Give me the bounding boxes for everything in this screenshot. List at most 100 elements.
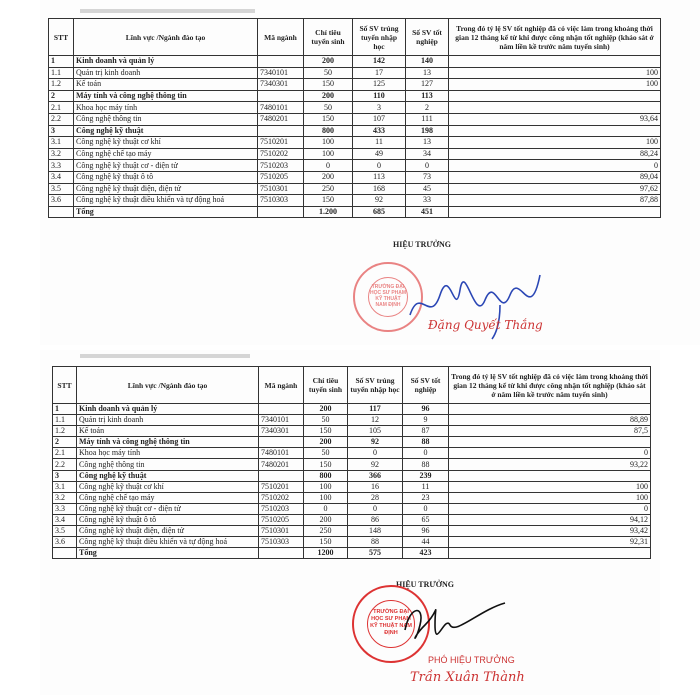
cell-graduated: 127 [405, 78, 449, 91]
cell-admitted: 110 [352, 89, 406, 103]
table-row: 2.1 Khoa học máy tính 7480101 50 3 2 [48, 101, 661, 114]
handwritten-signature-2 [404, 602, 506, 639]
cell-stt: 3.6 [48, 194, 74, 207]
table-row: 3.1 Công nghệ kỹ thuật cơ khí 7510201 100 11… [48, 136, 661, 149]
faded-section-heading [80, 354, 250, 358]
cell-admitted: 16 [347, 480, 403, 493]
cell-admitted: 0 [347, 447, 403, 460]
cell-stt: 1 [52, 402, 77, 416]
cell-graduated: 87 [402, 425, 449, 438]
table-row: 2.2 Công nghệ thông tin 7480201 150 107 111 93… [48, 112, 661, 126]
cell-quota: 0 [303, 159, 353, 172]
cell-code [258, 436, 304, 449]
cell-name: Quản trị kinh doanh [76, 414, 259, 427]
cell-graduated: 96 [402, 525, 449, 538]
cell-stt [48, 205, 74, 219]
cell-name: Kinh doanh và quản lý [76, 402, 259, 416]
cell-rate: 87,5 [448, 425, 651, 438]
cell-rate [448, 124, 661, 138]
cell-quota: 50 [303, 414, 348, 427]
enrollment-table-1: STT Lĩnh vực /Ngành đào tạo Mã ngành Chỉ ti… [48, 18, 661, 219]
cell-rate [448, 205, 661, 219]
cell-rate: 97,62 [448, 182, 661, 196]
column-header: Lĩnh vực /Ngành đào tạo [76, 366, 259, 404]
cell-admitted: 685 [352, 205, 406, 219]
cell-quota: 100 [303, 491, 348, 504]
column-header: Chỉ tiêu tuyển sinh [303, 366, 348, 404]
table-row: 3.4 Công nghệ kỹ thuật ô tô 7510205 200 86 65… [52, 513, 651, 527]
cell-graduated: 239 [402, 469, 449, 482]
cell-admitted: 142 [352, 55, 406, 68]
cell-code: 7480101 [258, 447, 304, 460]
table-row: 3.4 Công nghệ kỹ thuật ô tô 7510205 200 113 7… [48, 170, 661, 184]
table-row: 3.6 Công nghệ kỹ thuật điều khiển và tự đ… [48, 194, 661, 207]
header-row: STT Lĩnh vực /Ngành đào tạo Mã ngành Chỉ ti… [48, 18, 661, 56]
cell-quota: 100 [303, 147, 353, 161]
cell-graduated: 33 [405, 194, 449, 207]
cell-rate [448, 436, 651, 449]
cell-graduated: 0 [402, 502, 449, 515]
cell-stt: 2 [52, 436, 77, 449]
cell-code [257, 55, 304, 68]
cell-code: 7510202 [258, 491, 304, 504]
cell-rate: 94,12 [448, 513, 651, 527]
cell-admitted: 12 [347, 414, 403, 427]
cell-graduated: 23 [402, 491, 449, 504]
column-header: Trong đó tỷ lệ SV tốt nghiệp đã có việc … [448, 18, 661, 56]
cell-code: 7480201 [258, 458, 304, 471]
table-row: 3.5 Công nghệ kỹ thuật điện, điện tử 75103… [52, 525, 651, 538]
cell-code [258, 402, 304, 416]
school-stamp-1: TRƯỜNG ĐẠI HỌC SƯ PHẠM KỸ THUẬT NAM ĐỊNH [353, 262, 423, 332]
cell-stt: 3.6 [52, 536, 77, 549]
table-row: 1.1 Quản trị kinh doanh 7340101 50 17 13 100 [48, 66, 661, 80]
cell-quota: 200 [303, 170, 353, 184]
cell-quota: 250 [303, 525, 348, 538]
column-header: Trong đó tỷ lệ SV tốt nghiệp đã có việc … [448, 366, 651, 404]
cell-quota: 150 [303, 458, 348, 471]
cell-quota: 150 [303, 194, 353, 207]
cell-admitted: 168 [352, 182, 406, 196]
cell-stt: 1.2 [52, 425, 77, 438]
cell-graduated: 198 [405, 124, 449, 138]
signer-role-2: PHÓ HIỆU TRƯỞNG [428, 655, 515, 665]
cell-admitted: 28 [347, 491, 403, 504]
cell-name: Công nghệ kỹ thuật cơ khí [76, 480, 259, 493]
table-row: 1 Kinh doanh và quản lý 200 117 96 [52, 402, 651, 416]
cell-graduated: 0 [405, 159, 449, 172]
cell-quota: 1200 [303, 547, 348, 560]
cell-name: Công nghệ kỹ thuật cơ - điện tử [73, 159, 258, 172]
cell-quota: 200 [303, 402, 348, 416]
cell-name: Công nghệ kỹ thuật [76, 469, 259, 482]
cell-name: Công nghệ thông tin [76, 458, 259, 471]
cell-quota: 100 [303, 136, 353, 149]
cell-graduated: 0 [402, 447, 449, 460]
table-row: 3.2 Công nghệ chế tạo máy 7510202 100 28 23 10… [52, 491, 651, 504]
column-header: Mã ngành [257, 18, 304, 56]
cell-admitted: 17 [352, 66, 406, 80]
cell-code: 7510201 [258, 480, 304, 493]
table-row: 3 Công nghệ kỹ thuật 800 433 198 [48, 124, 661, 138]
cell-quota: 200 [303, 513, 348, 527]
cell-quota: 100 [303, 480, 348, 493]
cell-rate [448, 402, 651, 416]
cell-admitted: 125 [352, 78, 406, 91]
column-header: Số SV trúng tuyển nhập học [347, 366, 403, 404]
signature-title-2: HIỆU TRƯỞNG [396, 580, 455, 589]
cell-stt: 3.5 [52, 525, 77, 538]
cell-rate [448, 89, 661, 103]
column-header: Số SV tốt nghiệp [405, 18, 449, 56]
cell-code: 7510205 [258, 513, 304, 527]
cell-name: Công nghệ kỹ thuật [73, 124, 258, 138]
cell-code [257, 124, 304, 138]
cell-graduated: 34 [405, 147, 449, 161]
signer-name-1: Đặng Quyết Thắng [428, 318, 543, 332]
cell-admitted: 0 [352, 159, 406, 172]
cell-code: 7510303 [257, 194, 304, 207]
table-row: 3.1 Công nghệ kỹ thuật cơ khí 7510201 100 16… [52, 480, 651, 493]
cell-name: Công nghệ kỹ thuật cơ khí [73, 136, 258, 149]
cell-rate: 87,88 [448, 194, 661, 207]
cell-code: 7510203 [258, 502, 304, 515]
cell-stt: 3.3 [48, 159, 74, 172]
cell-quota: 150 [303, 425, 348, 438]
cell-name: Công nghệ thông tin [73, 112, 258, 126]
